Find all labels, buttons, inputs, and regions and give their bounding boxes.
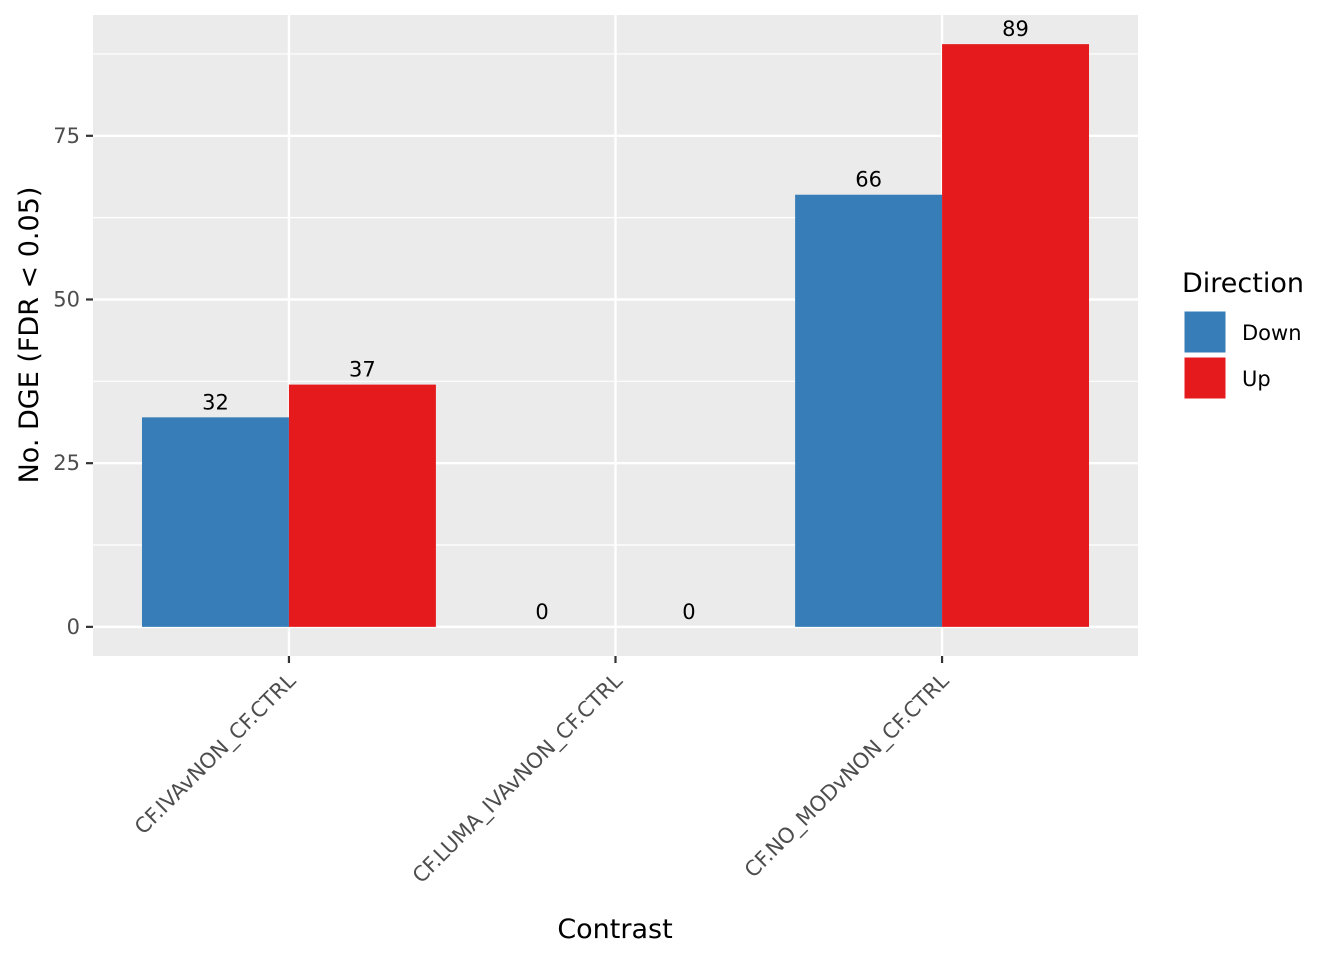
y-axis: 0 25 50 75 xyxy=(53,124,93,639)
bar-up xyxy=(942,44,1090,627)
legend-key-up xyxy=(1183,356,1227,400)
x-tick-label: CF.LUMA_IVAvNON_CF.CTRL xyxy=(408,668,628,888)
y-tick-label: 75 xyxy=(53,124,80,148)
bars xyxy=(141,44,1090,627)
x-axis-title: Contrast xyxy=(557,914,672,945)
y-tick-label: 25 xyxy=(53,451,80,475)
y-axis-title: No. DGE (FDR < 0.05) xyxy=(14,187,45,484)
legend-items: Down Up xyxy=(1183,310,1302,400)
legend-key-down xyxy=(1183,310,1227,354)
x-tick-label: CF.NO_MODvNON_CF.CTRL xyxy=(740,668,955,883)
legend: Direction Down Up xyxy=(1182,268,1304,400)
data-label: 0 xyxy=(682,600,695,624)
data-labels: 32 0 66 37 0 89 xyxy=(202,17,1029,624)
legend-label-down: Down xyxy=(1242,321,1302,345)
legend-label-up: Up xyxy=(1242,367,1271,391)
y-tick-label: 50 xyxy=(53,287,80,311)
y-tick-label: 0 xyxy=(67,615,80,639)
bar-down xyxy=(795,194,943,627)
data-label: 66 xyxy=(855,168,882,192)
x-tick-label: CF.IVAvNON_CF.CTRL xyxy=(130,668,301,839)
bar-down xyxy=(141,417,289,627)
data-label: 32 xyxy=(202,390,229,414)
data-label: 0 xyxy=(535,600,548,624)
data-label: 37 xyxy=(349,358,376,382)
legend-title: Direction xyxy=(1182,268,1304,299)
x-axis: CF.IVAvNON_CF.CTRL CF.LUMA_IVAvNON_CF.CTR… xyxy=(130,656,955,889)
data-label: 89 xyxy=(1002,17,1029,41)
bar-up xyxy=(288,384,436,627)
